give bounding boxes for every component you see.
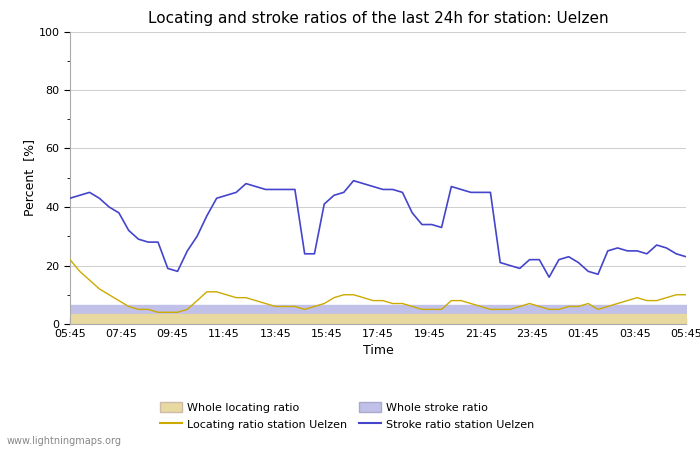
Text: www.lightningmaps.org: www.lightningmaps.org [7, 436, 122, 446]
Legend: Whole locating ratio, Locating ratio station Uelzen, Whole stroke ratio, Stroke : Whole locating ratio, Locating ratio sta… [160, 402, 535, 430]
X-axis label: Time: Time [363, 344, 393, 357]
Y-axis label: Percent  [%]: Percent [%] [23, 139, 36, 216]
Title: Locating and stroke ratios of the last 24h for station: Uelzen: Locating and stroke ratios of the last 2… [148, 11, 608, 26]
